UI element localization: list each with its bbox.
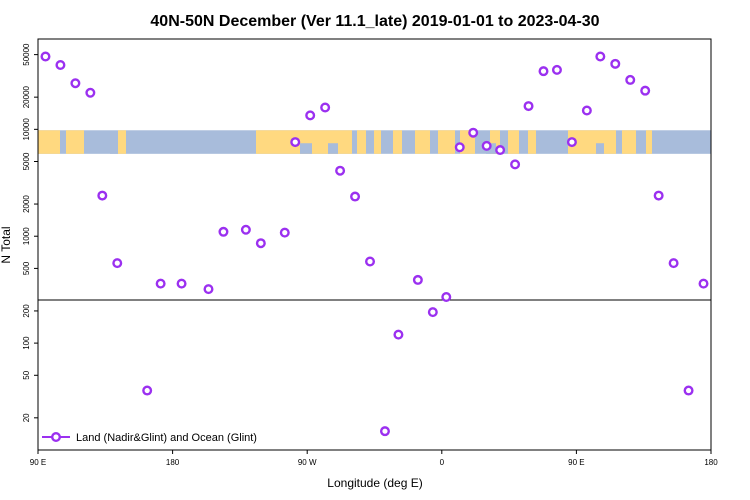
x-tick-label: 0 [440, 458, 445, 467]
chart-title: 40N-50N December (Ver 11.1_late) 2019-01… [150, 13, 599, 30]
land-segment [490, 130, 500, 154]
data-point [538, 66, 549, 77]
x-tick-label: 90 E [568, 458, 584, 467]
data-point [112, 258, 123, 269]
data-point [427, 307, 438, 318]
data-point [523, 101, 534, 112]
data-point [70, 78, 81, 89]
y-tick-label: 20 [22, 413, 31, 422]
coast-notch [596, 143, 604, 154]
data-point [481, 140, 492, 151]
x-tick-label: 90 W [298, 458, 317, 467]
land-segment [646, 130, 652, 154]
data-point [610, 58, 621, 69]
y-tick-label: 10000 [22, 118, 31, 141]
coast-notch [328, 143, 338, 154]
y-tick-label: 2000 [22, 195, 31, 213]
data-point [240, 224, 251, 235]
data-point [393, 329, 404, 340]
land-segment [118, 130, 126, 154]
land-segment [415, 130, 430, 154]
x-tick-label: 90 E [30, 458, 46, 467]
data-point [454, 142, 465, 153]
x-tick-label: 180 [166, 458, 180, 467]
y-axis: 50000 20000 10000 5000 2000 1000 500 200 100 50 20 [22, 43, 38, 422]
data-point [412, 274, 423, 285]
y-axis-label: N Total [0, 226, 13, 263]
land-segment [66, 130, 84, 154]
data-point [683, 385, 694, 396]
data-point [320, 102, 331, 113]
data-point [142, 385, 153, 396]
data-point [379, 426, 390, 437]
land-segment [622, 130, 636, 154]
x-axis-label: Longitude (deg E) [327, 476, 422, 490]
x-axis: 90 E 180 90 W 0 90 E 180 [30, 450, 718, 467]
y-tick-label: 100 [22, 336, 31, 350]
data-points [40, 51, 709, 437]
data-point [468, 127, 479, 138]
y-tick-label: 5000 [22, 152, 31, 170]
land-segment [38, 130, 60, 154]
data-point [365, 256, 376, 267]
legend-marker [51, 432, 62, 443]
data-point [97, 190, 108, 201]
data-point [441, 292, 452, 303]
coast-notch [110, 143, 118, 154]
data-point [290, 137, 301, 148]
data-point [335, 165, 346, 176]
x-tick-label: 180 [704, 458, 718, 467]
legend-label: Land (Nadir&Glint) and Ocean (Glint) [76, 432, 257, 444]
data-point [279, 227, 290, 238]
data-point [510, 159, 521, 170]
legend: Land (Nadir&Glint) and Ocean (Glint) [42, 432, 257, 444]
data-point [155, 278, 166, 289]
y-tick-label: 1000 [22, 227, 31, 245]
plot-frame [37, 38, 712, 451]
data-point [581, 105, 592, 116]
data-point [85, 87, 96, 98]
y-tick-label: 50000 [22, 43, 31, 66]
y-tick-label: 200 [22, 304, 31, 318]
data-point [640, 85, 651, 96]
data-point [625, 74, 636, 85]
y-tick-label: 500 [22, 261, 31, 275]
data-point [203, 284, 214, 295]
data-point [668, 258, 679, 269]
land-segment [528, 130, 536, 154]
data-point [566, 137, 577, 148]
land-segment [438, 130, 455, 154]
land-segment [357, 130, 366, 154]
y-tick-label: 50 [22, 370, 31, 379]
data-point [305, 110, 316, 121]
data-point [218, 226, 229, 237]
data-point [176, 278, 187, 289]
data-point [40, 51, 51, 62]
coast-notch [300, 143, 312, 154]
land-ocean-band [38, 130, 711, 154]
y-tick-label: 20000 [22, 85, 31, 108]
land-segment [508, 130, 519, 154]
coast-notch [486, 143, 496, 154]
land-segment [374, 130, 381, 154]
data-point [495, 145, 506, 156]
data-point [698, 278, 709, 289]
data-point [350, 191, 361, 202]
data-point [653, 190, 664, 201]
land-segment [393, 130, 402, 154]
data-point [595, 51, 606, 62]
data-point [551, 64, 562, 75]
data-point [255, 238, 266, 249]
data-point [55, 59, 66, 70]
